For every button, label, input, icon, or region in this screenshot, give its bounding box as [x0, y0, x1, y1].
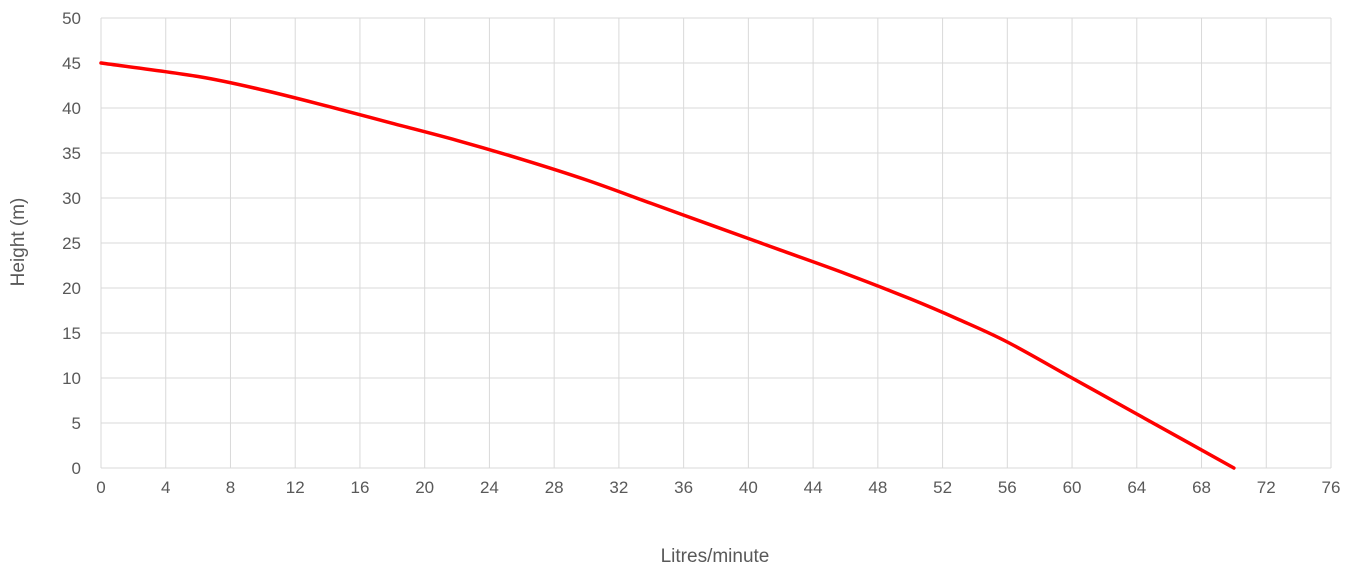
series-lines [99, 61, 1236, 470]
y-tick-label: 10 [62, 369, 81, 388]
x-tick-label: 4 [161, 478, 170, 497]
x-tick-label: 8 [226, 478, 235, 497]
y-tick-label: 0 [72, 459, 81, 478]
series-line [99, 61, 1236, 470]
x-tick-label: 64 [1127, 478, 1146, 497]
y-tick-label: 35 [62, 144, 81, 163]
x-tick-label: 16 [350, 478, 369, 497]
y-tick-label: 50 [62, 9, 81, 28]
x-tick-label: 52 [933, 478, 952, 497]
y-axis-title: Height (m) [8, 198, 29, 287]
y-tick-labels: 0 5 10 15 20 25 30 35 40 45 50 [62, 9, 81, 478]
x-tick-label: 32 [609, 478, 628, 497]
x-tick-label: 20 [415, 478, 434, 497]
x-tick-label: 0 [96, 478, 105, 497]
x-axis-title: Litres/minute [661, 546, 770, 567]
y-tick-label: 15 [62, 324, 81, 343]
x-tick-label: 68 [1192, 478, 1211, 497]
x-tick-labels: 0 4 8 12 16 20 24 28 32 36 40 44 48 52 56 60 64 68 72 76 [96, 478, 1340, 497]
x-tick-label: 76 [1322, 478, 1341, 497]
x-tick-label: 12 [286, 478, 305, 497]
y-tick-label: 45 [62, 54, 81, 73]
y-tick-label: 25 [62, 234, 81, 253]
x-tick-label: 24 [480, 478, 499, 497]
x-tick-label: 36 [674, 478, 693, 497]
x-tick-label: 40 [739, 478, 758, 497]
x-tick-label: 28 [545, 478, 564, 497]
gridlines [100, 17, 1332, 469]
y-tick-label: 20 [62, 279, 81, 298]
x-tick-label: 48 [868, 478, 887, 497]
y-tick-label: 40 [62, 99, 81, 118]
y-tick-label: 30 [62, 189, 81, 208]
x-tick-label: 44 [804, 478, 823, 497]
y-tick-label: 5 [72, 414, 81, 433]
x-tick-label: 60 [1063, 478, 1082, 497]
x-tick-label: 72 [1257, 478, 1276, 497]
x-tick-label: 56 [998, 478, 1017, 497]
